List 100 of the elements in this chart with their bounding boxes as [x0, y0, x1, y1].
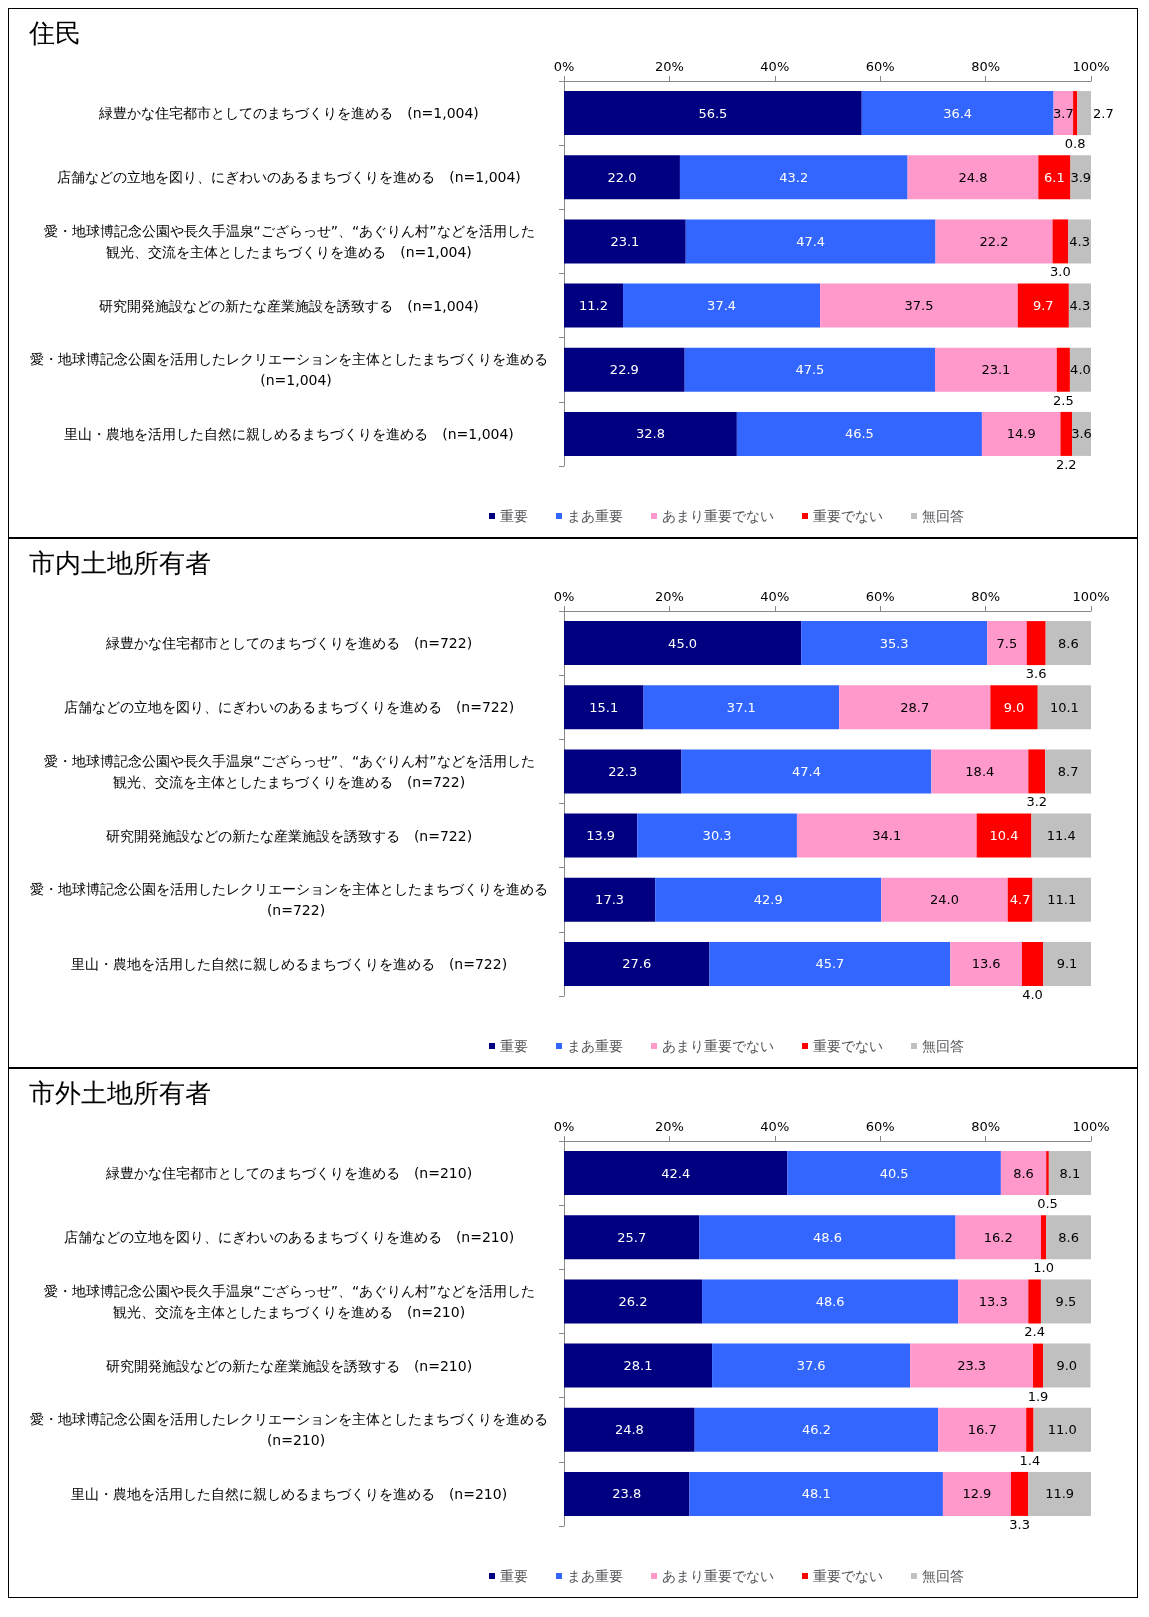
- bar: [907, 155, 1039, 200]
- data-label: 23.3: [957, 1358, 987, 1374]
- x-tick-label: 100%: [1072, 589, 1110, 604]
- data-label: 0.8: [1064, 136, 1086, 152]
- data-label: 22.3: [608, 763, 638, 779]
- data-label: 9.0: [1056, 1358, 1078, 1374]
- bar: [1073, 91, 1078, 136]
- x-tick-label: 60%: [865, 1119, 895, 1134]
- data-label: 45.0: [668, 635, 698, 651]
- data-label: 3.7: [1052, 105, 1074, 121]
- data-label: 10.4: [989, 828, 1019, 844]
- data-label: 4.3: [1069, 298, 1091, 314]
- bar: [1021, 941, 1044, 986]
- bar: [564, 813, 638, 858]
- data-label: 30.3: [702, 828, 732, 844]
- legend-label: 無回答: [922, 1038, 964, 1054]
- bar: [1048, 1151, 1091, 1196]
- data-label: 23.8: [612, 1486, 642, 1502]
- bar: [950, 941, 1022, 986]
- y-tick-label: 研究開発施設などの新たな産業施設を誘致する (n=722): [105, 827, 473, 844]
- bar: [1032, 877, 1091, 922]
- data-label: 37.5: [904, 298, 934, 314]
- data-label: 11.9: [1045, 1486, 1075, 1502]
- data-label: 22.0: [607, 169, 637, 185]
- data-label: 1.0: [1033, 1260, 1054, 1276]
- data-label: 9.5: [1055, 1293, 1077, 1309]
- x-tick-label: 100%: [1072, 1119, 1110, 1134]
- bar: [564, 1471, 690, 1516]
- bar: [694, 1407, 939, 1452]
- data-label: 11.2: [579, 298, 608, 314]
- data-label: 37.1: [726, 699, 756, 715]
- bar: [1033, 1407, 1091, 1452]
- data-label: 23.1: [981, 362, 1011, 378]
- data-label: 32.8: [635, 426, 665, 442]
- data-label: 35.3: [879, 635, 909, 651]
- bar: [684, 347, 936, 392]
- text: 市外土地所有者: [29, 1078, 211, 1108]
- data-label: 2.5: [1052, 392, 1074, 408]
- bar: [839, 685, 991, 730]
- x-tick-label: 40%: [760, 589, 790, 604]
- bar: [564, 91, 862, 136]
- data-label: 28.7: [900, 699, 930, 715]
- bar: [1068, 219, 1091, 264]
- legend-label: 重要でない: [813, 1568, 883, 1584]
- legend-label: 無回答: [922, 1568, 964, 1584]
- x-tick-label: 80%: [971, 59, 1001, 74]
- bar: [1052, 219, 1069, 264]
- bar: [1037, 685, 1091, 730]
- x-tick-label: 20%: [654, 59, 684, 74]
- data-label: 18.4: [965, 763, 995, 779]
- y-tick-label: 店舗などの立地を図り、にぎわいのあるまちづくりを進める (n=722): [63, 699, 515, 716]
- data-label: 43.2: [779, 169, 809, 185]
- bar: [990, 685, 1038, 730]
- text: 市内土地所有者: [29, 548, 211, 578]
- data-label: 2.2: [1055, 456, 1077, 472]
- x-tick-label: 20%: [654, 589, 684, 604]
- bar: [702, 1279, 959, 1324]
- data-label: 8.6: [1058, 1229, 1079, 1245]
- bar: [1040, 1215, 1047, 1260]
- y-tick-label: 愛・地球博記念公園や長久手温泉“ござらっせ”、“あぐりん村”などを活用した観光、交流を主体としたまちづくりを進める (n=210): [43, 1282, 535, 1320]
- data-label: 8.7: [1057, 763, 1079, 779]
- y-tick-label: 研究開発施設などの新たな産業施設を誘致する (n=210): [105, 1357, 473, 1374]
- y-tick-label: 愛・地球博記念公園を活用したレクリエーションを主体としたまちづくりを進める (n=210): [30, 1411, 548, 1449]
- bar: [1010, 1471, 1029, 1516]
- data-label: 3.6: [1025, 666, 1047, 682]
- bar: [1017, 283, 1069, 328]
- legend-label: 重要: [500, 508, 528, 524]
- data-label: 12.9: [962, 1486, 992, 1502]
- bar: [976, 813, 1032, 858]
- bar: [935, 347, 1057, 392]
- x-tick-label: 0%: [553, 1119, 575, 1134]
- bar: [1026, 1407, 1034, 1452]
- bar: [709, 941, 951, 986]
- data-label: 48.1: [801, 1486, 831, 1502]
- data-label: 8.6: [1058, 635, 1079, 651]
- data-label: 0.5: [1037, 1196, 1058, 1212]
- bar: [564, 283, 624, 328]
- data-label: 37.4: [707, 298, 737, 314]
- text: 住民: [28, 18, 81, 48]
- bar: [931, 749, 1029, 794]
- bar: [958, 1279, 1029, 1324]
- bar: [981, 411, 1061, 456]
- data-label: 9.0: [1003, 699, 1025, 715]
- bar: [681, 749, 932, 794]
- y-tick-label: 里山・農地を活用した自然に親しめるまちづくりを進める (n=210): [70, 1485, 508, 1502]
- bar: [881, 877, 1008, 922]
- data-label: 23.1: [610, 233, 640, 249]
- bar: [1038, 155, 1071, 200]
- x-tick-label: 100%: [1072, 59, 1110, 74]
- data-label: 4.0: [1070, 362, 1091, 378]
- y-tick-label: 愛・地球博記念公園を活用したレクリエーションを主体としたまちづくりを進める (n=722): [30, 881, 548, 919]
- bar: [564, 1151, 788, 1196]
- data-label: 16.2: [983, 1229, 1013, 1245]
- bar: [1045, 749, 1091, 794]
- bar: [1033, 1343, 1044, 1388]
- x-tick-label: 40%: [760, 59, 790, 74]
- bar: [1069, 347, 1091, 392]
- data-label: 11.0: [1047, 1422, 1077, 1438]
- data-label: 46.2: [801, 1422, 831, 1438]
- legend-label: あまり重要でない: [662, 508, 774, 524]
